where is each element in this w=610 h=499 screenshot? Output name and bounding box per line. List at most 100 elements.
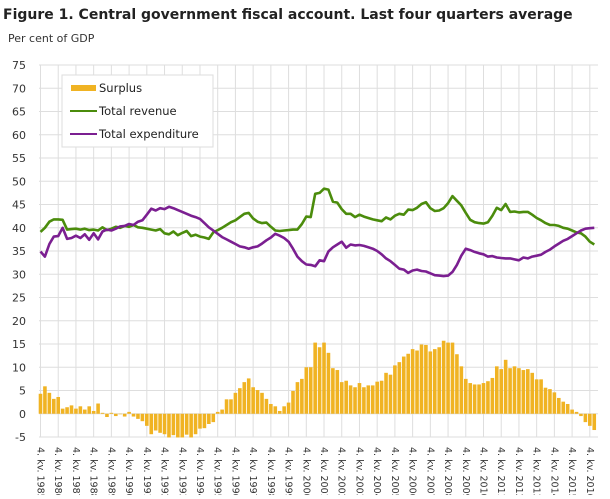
surplus-bar — [282, 406, 286, 414]
surplus-bar — [335, 370, 340, 414]
legend-label-revenue: Total revenue — [98, 104, 177, 118]
surplus-bar — [459, 366, 464, 414]
y-tick-label: 60 — [12, 129, 26, 142]
surplus-bar — [51, 398, 56, 414]
surplus-bar — [118, 413, 123, 415]
surplus-bar — [60, 408, 65, 414]
x-tick-label: 4. kv. 2006 — [407, 447, 418, 495]
surplus-bar — [153, 413, 158, 431]
surplus-bar — [370, 385, 375, 414]
surplus-bar — [552, 392, 557, 414]
surplus-bar — [65, 407, 69, 414]
surplus-bar — [83, 409, 87, 414]
surplus-bar — [548, 389, 552, 414]
legend-swatch-surplus — [71, 85, 96, 91]
surplus-bar — [450, 342, 455, 414]
surplus-bar — [114, 413, 118, 417]
surplus-bar — [592, 413, 597, 431]
surplus-bar — [455, 354, 459, 414]
surplus-bar — [255, 390, 260, 414]
x-tick-label: 4. kv. 2014 — [548, 447, 559, 495]
surplus-bar — [543, 387, 548, 414]
surplus-bar — [357, 383, 362, 414]
legend-label-surplus: Surplus — [99, 81, 142, 95]
surplus-bar — [384, 372, 388, 414]
surplus-bar — [38, 393, 43, 414]
surplus-bar — [419, 344, 424, 414]
y-tick-label: 55 — [12, 152, 26, 165]
legend-label-expenditure: Total expenditure — [98, 127, 199, 141]
legend-swatch-revenue — [70, 110, 97, 112]
surplus-bar — [193, 413, 198, 435]
surplus-bar — [291, 390, 295, 414]
surplus-bar — [69, 405, 74, 414]
surplus-bar — [583, 413, 588, 423]
surplus-bars — [38, 340, 597, 438]
surplus-bar — [490, 377, 495, 414]
surplus-bar — [579, 413, 583, 417]
surplus-bar — [588, 413, 592, 426]
legend-swatch-expenditure — [70, 133, 97, 135]
surplus-bar — [215, 411, 220, 414]
surplus-bar — [229, 399, 233, 414]
surplus-bar — [331, 368, 335, 414]
surplus-bar — [242, 382, 247, 414]
surplus-bar — [145, 413, 149, 426]
surplus-bar — [286, 402, 291, 414]
x-tick-label: 4. kv. 1987 — [70, 447, 81, 495]
x-tick-label: 4. kv. 1990 — [123, 447, 134, 495]
y-tick-label: 50 — [12, 175, 26, 188]
surplus-bar — [304, 367, 309, 414]
surplus-bar — [224, 399, 229, 414]
surplus-bar — [96, 403, 100, 414]
x-tick-label: 4. kv. 1996 — [229, 447, 240, 495]
surplus-bar — [100, 412, 105, 414]
surplus-bar — [339, 382, 344, 414]
x-tick-label: 4. kv. 1985 — [35, 447, 46, 495]
surplus-bar — [526, 369, 530, 414]
surplus-bar — [211, 413, 216, 423]
y-tick-label: -5 — [15, 431, 26, 444]
surplus-bar — [437, 347, 441, 414]
y-tick-label: 0 — [19, 408, 26, 421]
x-tick-label: 4. kv. 1999 — [283, 447, 294, 495]
surplus-bar — [264, 398, 269, 414]
surplus-bar — [432, 349, 437, 414]
x-tick-label: 4. kv. 1986 — [52, 447, 63, 495]
x-tick-label: 4. kv. 2004 — [371, 447, 382, 495]
series-lines — [39, 187, 595, 278]
x-tick-label: 4. kv. 2013 — [531, 447, 542, 495]
x-tick-label: 4. kv. 1991 — [141, 447, 152, 495]
x-tick-label: 4. kv. 1992 — [159, 447, 170, 495]
surplus-bar — [494, 366, 499, 414]
surplus-bar — [424, 344, 428, 414]
x-tick-label: 4. kv. 2015 — [566, 447, 577, 495]
surplus-bar — [136, 413, 140, 419]
surplus-bar — [517, 368, 521, 414]
surplus-bar — [477, 384, 481, 414]
chart-title: Figure 1. Central government fiscal acco… — [3, 7, 573, 23]
x-tick-label: 4. kv. 2010 — [478, 447, 489, 495]
x-tick-label: 4. kv. 1995 — [212, 447, 223, 495]
surplus-bar — [446, 342, 450, 414]
x-tick-label: 4. kv. 2001 — [318, 447, 329, 495]
surplus-bar — [397, 362, 402, 414]
surplus-bar — [220, 409, 224, 414]
y-tick-label: 15 — [12, 338, 26, 351]
surplus-bar — [539, 379, 543, 414]
surplus-bar — [140, 413, 145, 422]
surplus-bar — [472, 384, 477, 414]
surplus-bar — [167, 413, 171, 438]
surplus-bar — [78, 406, 83, 414]
surplus-bar — [207, 413, 211, 424]
surplus-bar — [534, 379, 539, 414]
surplus-bar — [74, 408, 78, 414]
surplus-bar — [375, 381, 379, 414]
x-tick-label: 4. kv. 1994 — [194, 447, 205, 495]
x-tick-label: 4. kv. 1988 — [88, 447, 99, 495]
surplus-bar — [362, 387, 366, 414]
surplus-bar — [521, 370, 526, 414]
y-tick-label: 65 — [12, 106, 26, 119]
surplus-bar — [300, 378, 304, 414]
